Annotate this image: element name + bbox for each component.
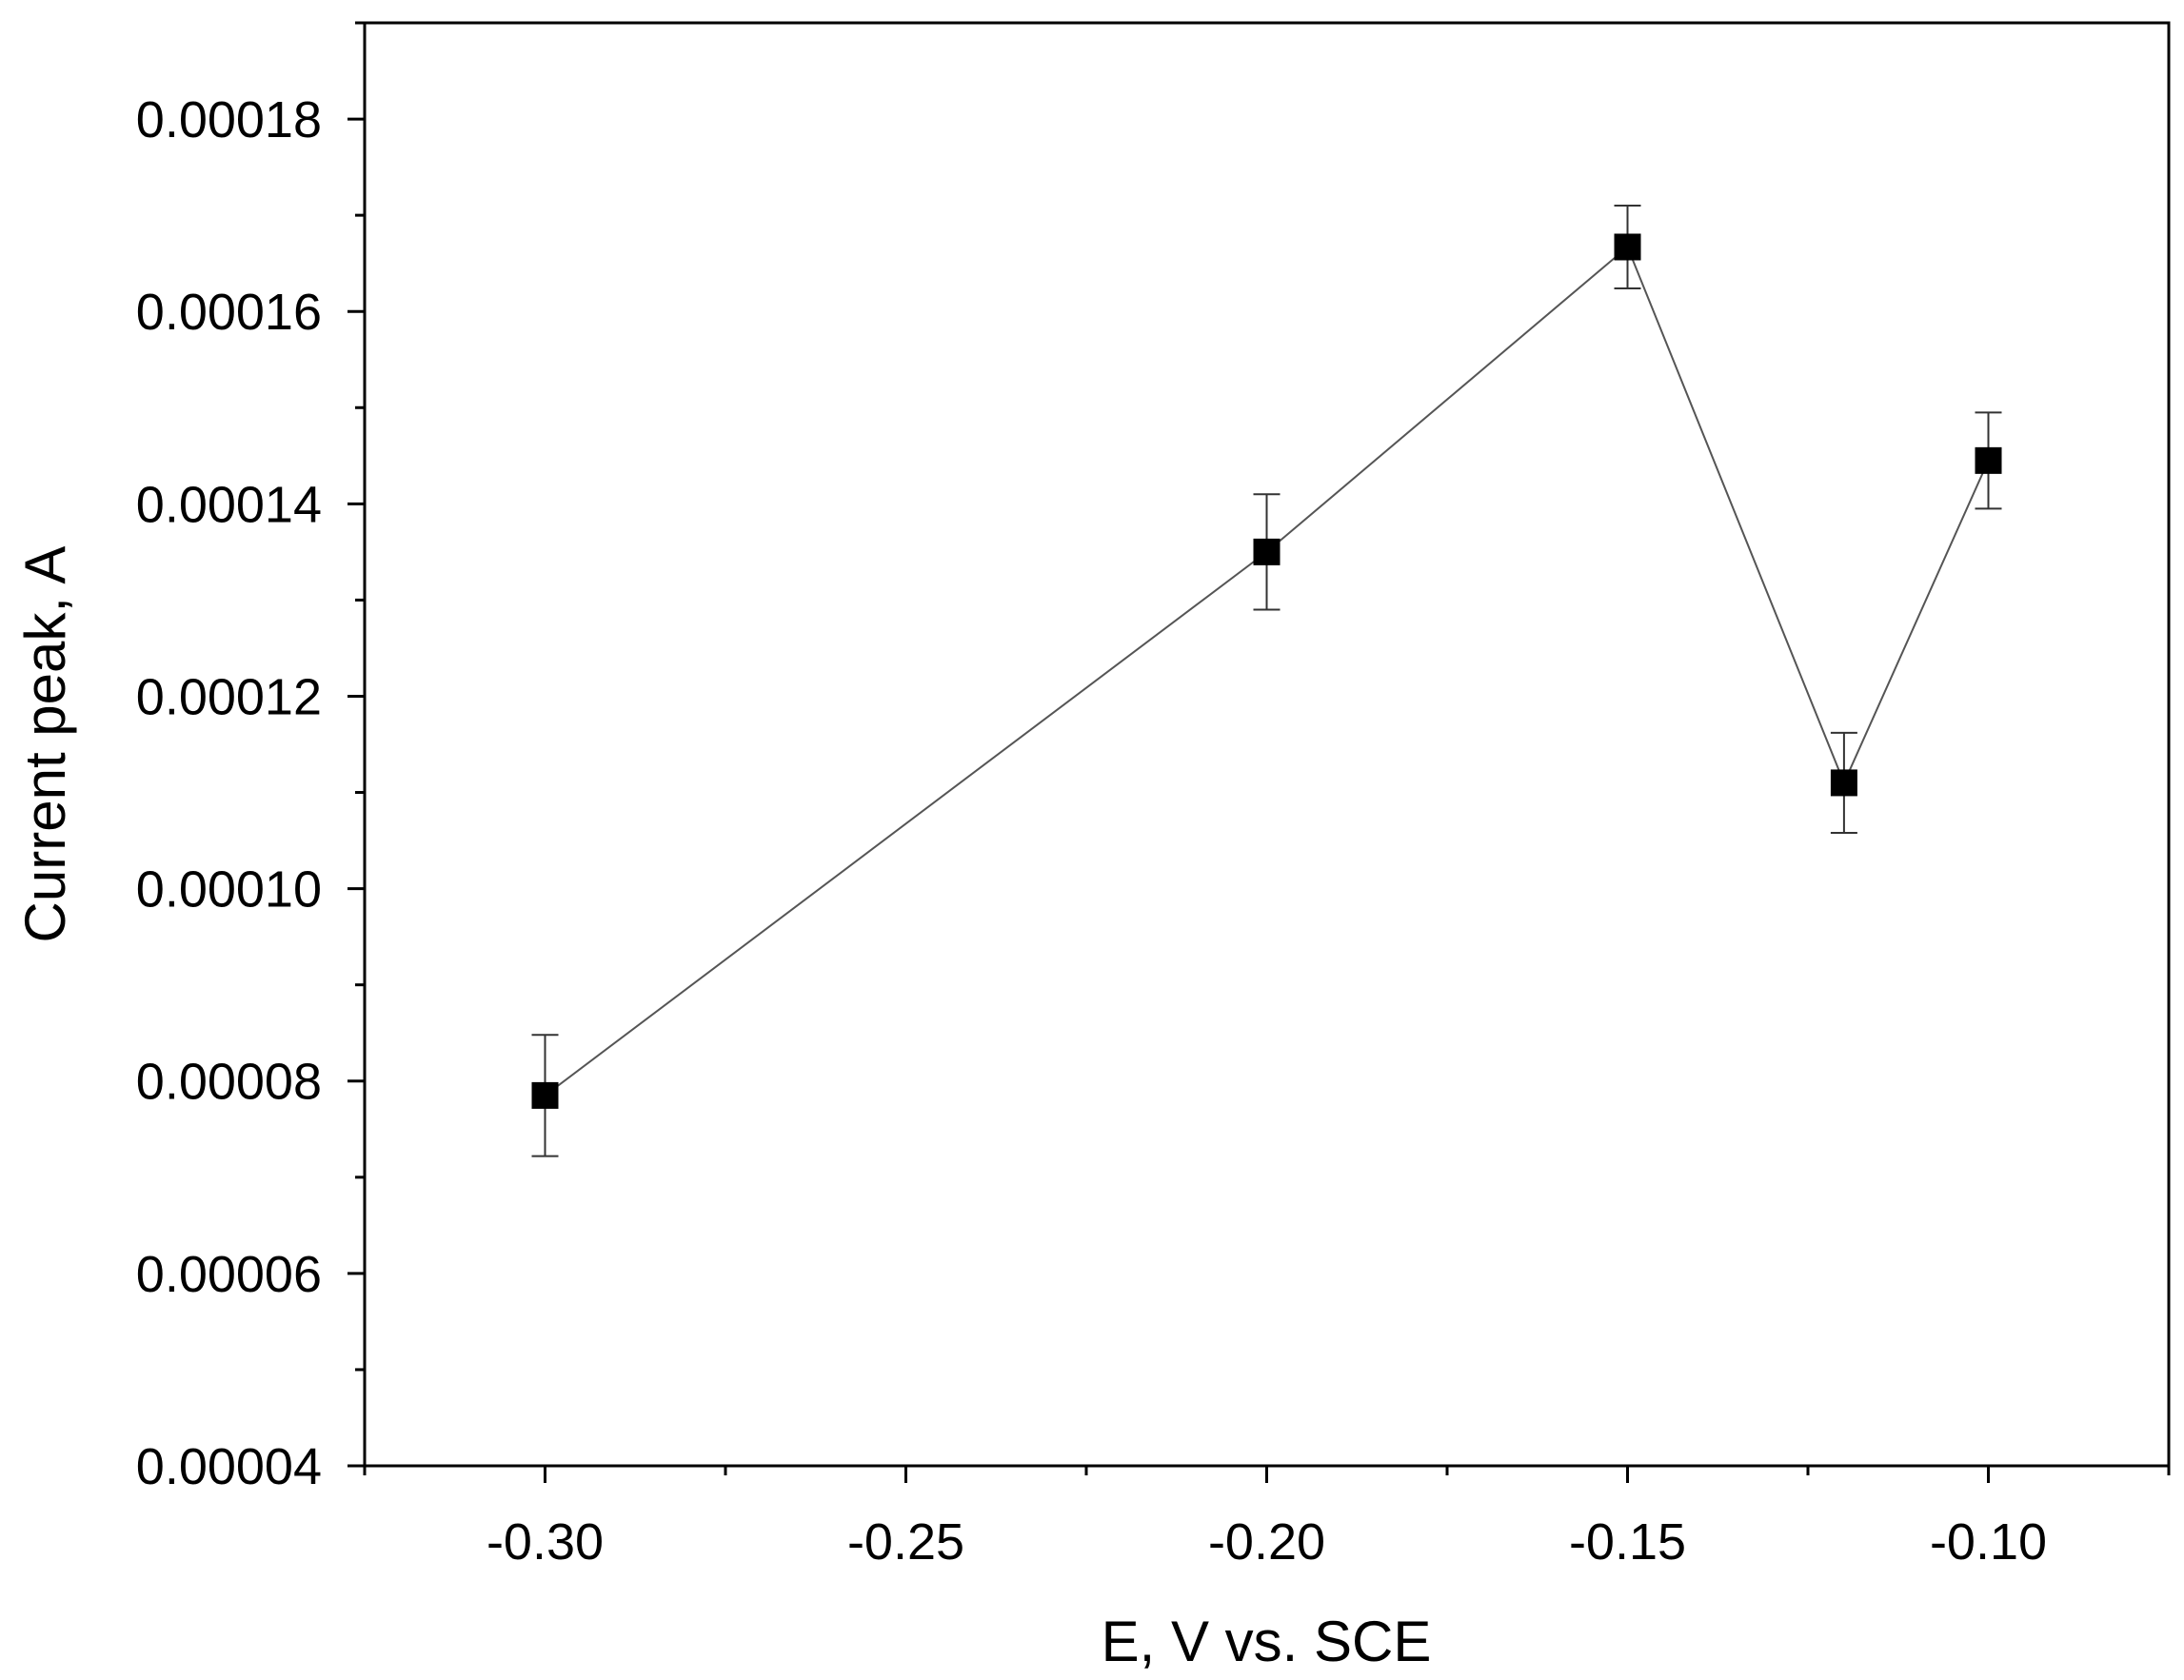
- series-line: [544, 245, 1990, 1097]
- y-tick-label: 0.00010: [136, 861, 322, 919]
- x-tick-label: -0.20: [1208, 1513, 1325, 1571]
- x-tick-label: -0.25: [847, 1513, 964, 1571]
- y-tick-label: 0.00006: [136, 1246, 322, 1303]
- x-tick-label: -0.15: [1569, 1513, 1686, 1571]
- x-axis-title: E, V vs. SCE: [1102, 1610, 1432, 1673]
- x-tick-label: -0.30: [486, 1513, 604, 1571]
- y-tick-label: 0.00016: [136, 284, 322, 341]
- y-tick-label: 0.00014: [136, 476, 322, 533]
- x-axis: -0.30 -0.25 -0.20 -0.15 -0.10: [363, 1466, 2171, 1571]
- series-layer: [531, 205, 2002, 1157]
- y-tick-label: 0.00018: [136, 91, 322, 148]
- x-tick-label: -0.10: [1930, 1513, 2047, 1571]
- data-point: [1253, 538, 1281, 565]
- y-axis-title: Current peak, A: [13, 546, 77, 943]
- data-point: [1975, 446, 2002, 474]
- data-point: [531, 1081, 559, 1109]
- data-point: [1614, 233, 1641, 261]
- plot-frame: [363, 21, 2171, 1468]
- y-tick-label: 0.00004: [136, 1438, 322, 1495]
- y-tick-label: 0.00012: [136, 668, 322, 725]
- data-point: [1830, 769, 1857, 797]
- y-axis: 0.00004 0.00006 0.00008 0.00010 0.00012 0.000…: [136, 21, 365, 1495]
- y-tick-label: 0.00008: [136, 1054, 322, 1111]
